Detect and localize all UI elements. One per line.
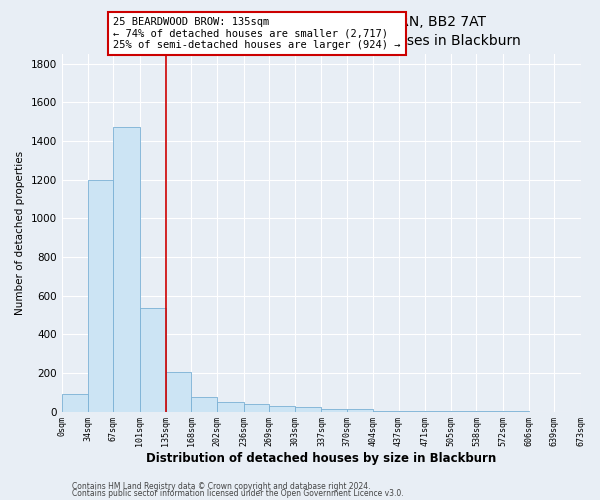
Text: Contains HM Land Registry data © Crown copyright and database right 2024.: Contains HM Land Registry data © Crown c… [72,482,371,491]
Title: 25, BEARDWOOD BROW, BLACKBURN, BB2 7AT
Size of property relative to detached hou: 25, BEARDWOOD BROW, BLACKBURN, BB2 7AT S… [121,15,521,48]
Bar [140,308,166,412]
Bar [217,402,244,411]
Y-axis label: Number of detached properties: Number of detached properties [15,150,25,315]
Bar [398,411,425,412]
Bar [322,408,347,412]
Bar [113,128,140,412]
Bar [166,372,191,412]
Bar [295,406,322,412]
Text: 25 BEARDWOOD BROW: 135sqm
← 74% of detached houses are smaller (2,717)
25% of se: 25 BEARDWOOD BROW: 135sqm ← 74% of detac… [113,17,401,50]
Bar [88,180,113,412]
Bar [191,397,217,411]
Bar [244,404,269,411]
Bar [269,406,295,411]
Bar [373,410,398,412]
X-axis label: Distribution of detached houses by size in Blackburn: Distribution of detached houses by size … [146,452,496,465]
Bar [62,394,88,411]
Bar [347,408,373,412]
Text: Contains public sector information licensed under the Open Government Licence v3: Contains public sector information licen… [72,490,404,498]
